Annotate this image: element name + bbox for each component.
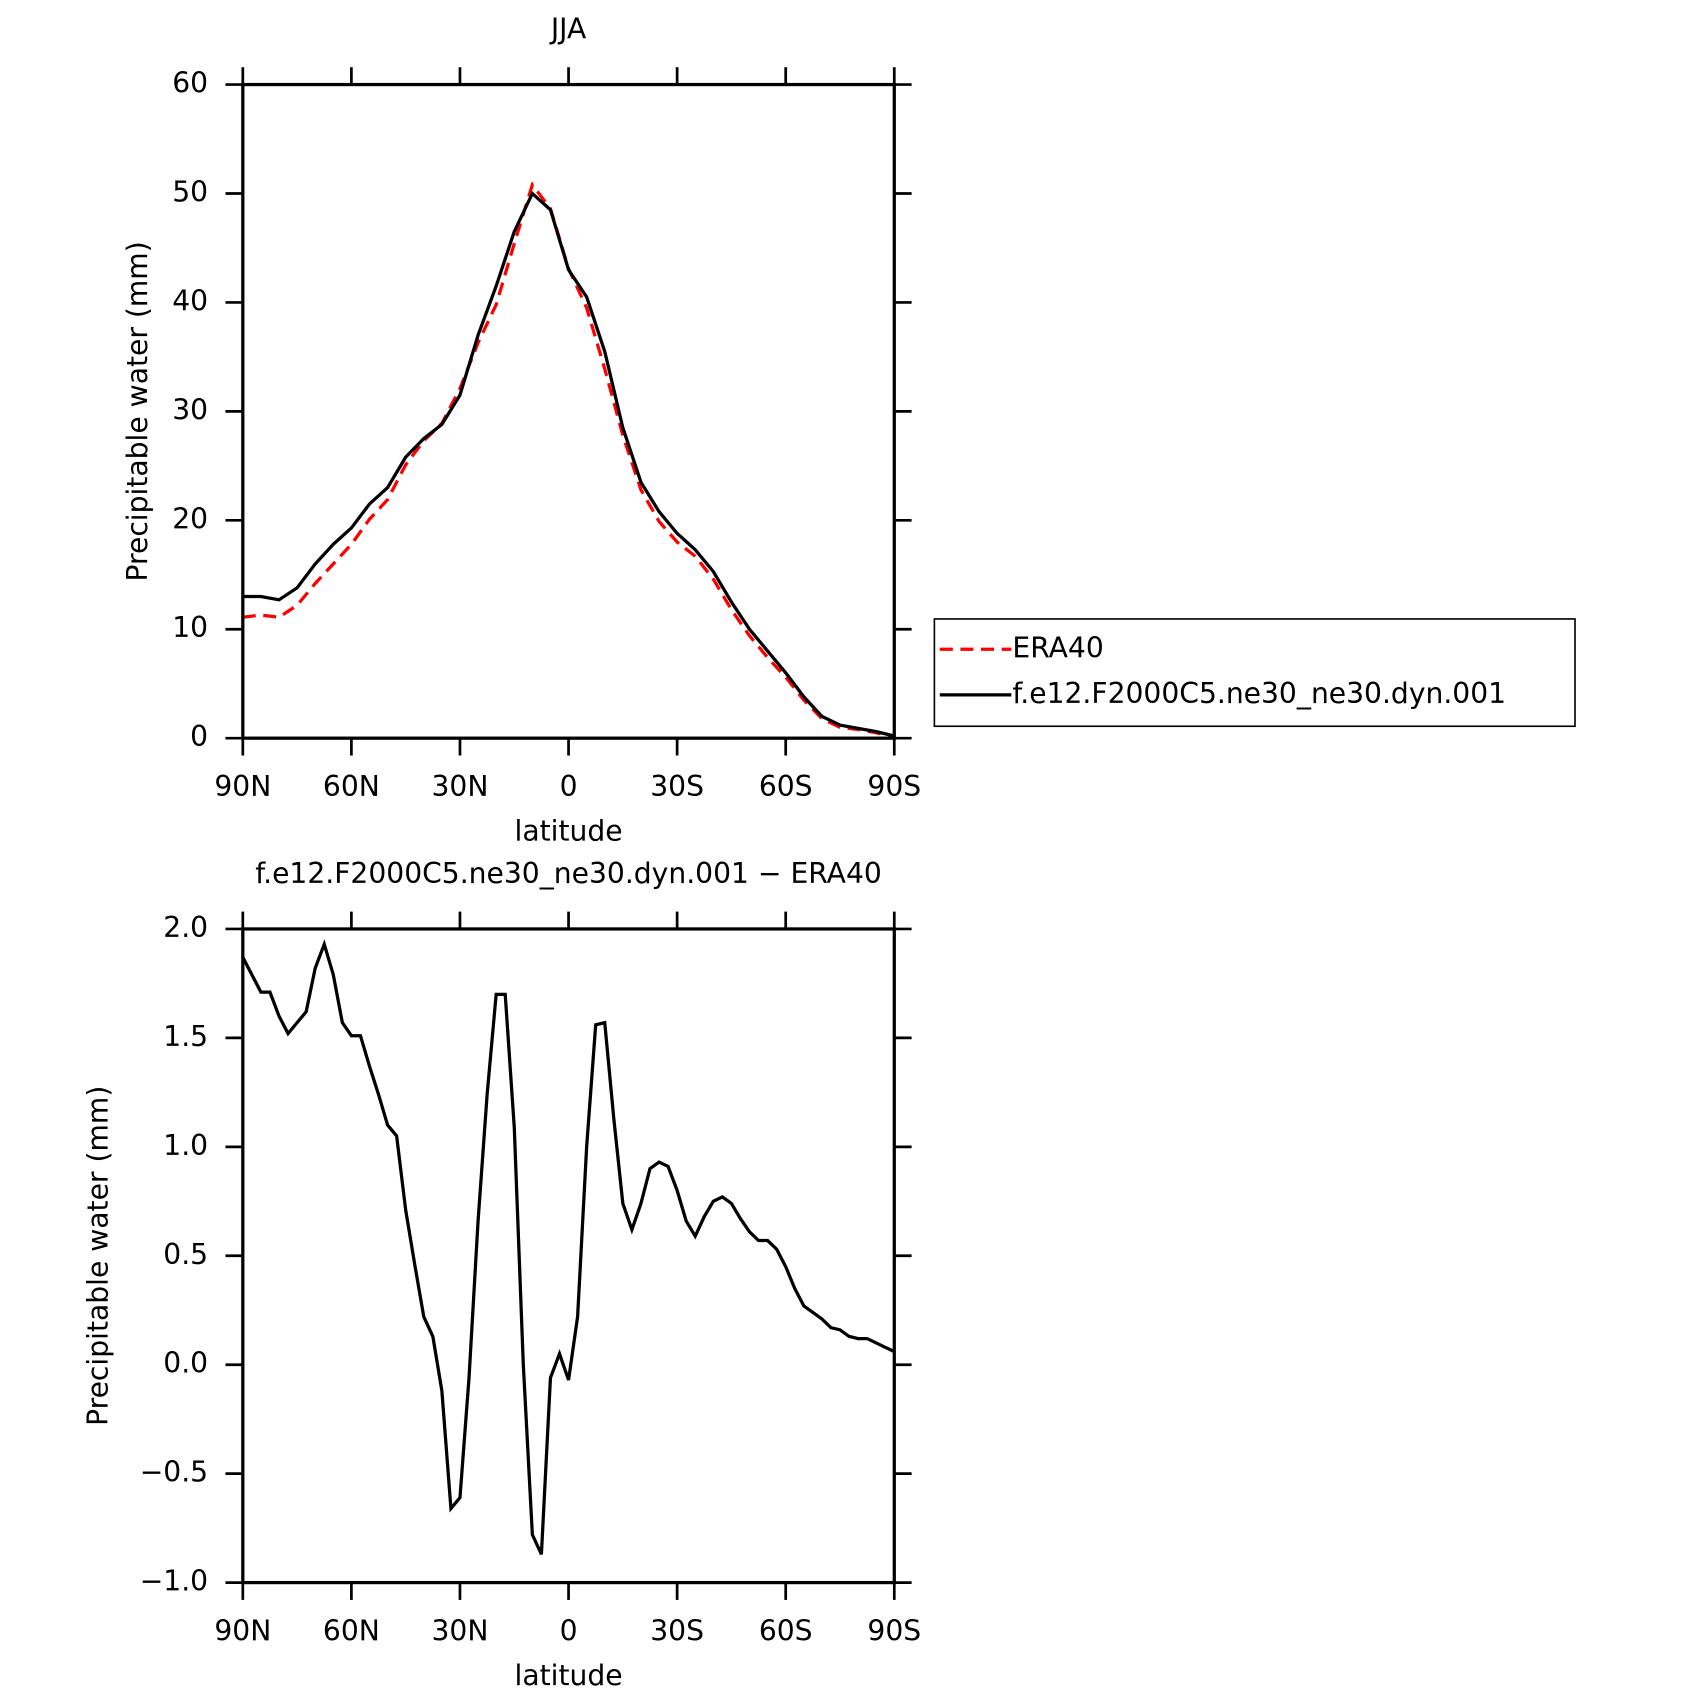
plot-frame xyxy=(241,82,896,740)
x-tick-label: 30S xyxy=(650,770,704,803)
y-tick-label: 40 xyxy=(172,284,208,317)
y-tick-label: 0.5 xyxy=(163,1238,208,1271)
y-tick-label: −1.0 xyxy=(140,1565,208,1598)
y-tick-label: 0.0 xyxy=(163,1347,208,1380)
y-tick-label: 0 xyxy=(190,720,208,753)
y-tick-label: 60 xyxy=(172,67,208,100)
y-axis-label: Precipitable water (mm) xyxy=(82,1086,115,1426)
y-tick-label: −0.5 xyxy=(140,1456,208,1489)
series-line xyxy=(242,190,895,738)
x-tick-label: 30S xyxy=(650,1614,704,1647)
legend-label: ERA40 xyxy=(1012,631,1103,664)
y-tick-label: 1.0 xyxy=(163,1129,208,1162)
x-tick-label: 60N xyxy=(323,770,380,803)
plot-frame xyxy=(241,927,896,1585)
x-tick-label: 90S xyxy=(867,770,921,803)
x-tick-label: 90N xyxy=(214,1614,271,1647)
y-tick-label: 30 xyxy=(172,393,208,426)
x-tick-label: 0 xyxy=(560,1614,578,1647)
x-axis-label: latitude xyxy=(515,1659,623,1692)
y-tick-label: 20 xyxy=(172,502,208,535)
chart-title: JJA xyxy=(549,12,587,45)
x-tick-label: 60N xyxy=(323,1614,380,1647)
x-tick-label: 90S xyxy=(867,1614,921,1647)
x-tick-label: 0 xyxy=(560,770,578,803)
y-tick-label: 2.0 xyxy=(163,911,208,944)
x-tick-label: 60S xyxy=(759,770,813,803)
x-tick-label: 60S xyxy=(759,1614,813,1647)
x-tick-label: 30N xyxy=(432,770,489,803)
y-tick-label: 50 xyxy=(172,175,208,208)
x-tick-label: 30N xyxy=(432,1614,489,1647)
legend-label: f.e12.F2000C5.ne30_ne30.dyn.001 xyxy=(1012,677,1506,710)
series-line xyxy=(241,939,895,1555)
y-tick-label: 1.5 xyxy=(163,1020,208,1053)
x-axis-label: latitude xyxy=(515,814,623,847)
legend-box xyxy=(933,618,1576,728)
y-tick-label: 10 xyxy=(172,611,208,644)
chart-title: f.e12.F2000C5.ne30_ne30.dyn.001 − ERA40 xyxy=(255,857,882,890)
x-tick-label: 90N xyxy=(214,770,271,803)
y-axis-label: Precipitable water (mm) xyxy=(121,241,154,581)
